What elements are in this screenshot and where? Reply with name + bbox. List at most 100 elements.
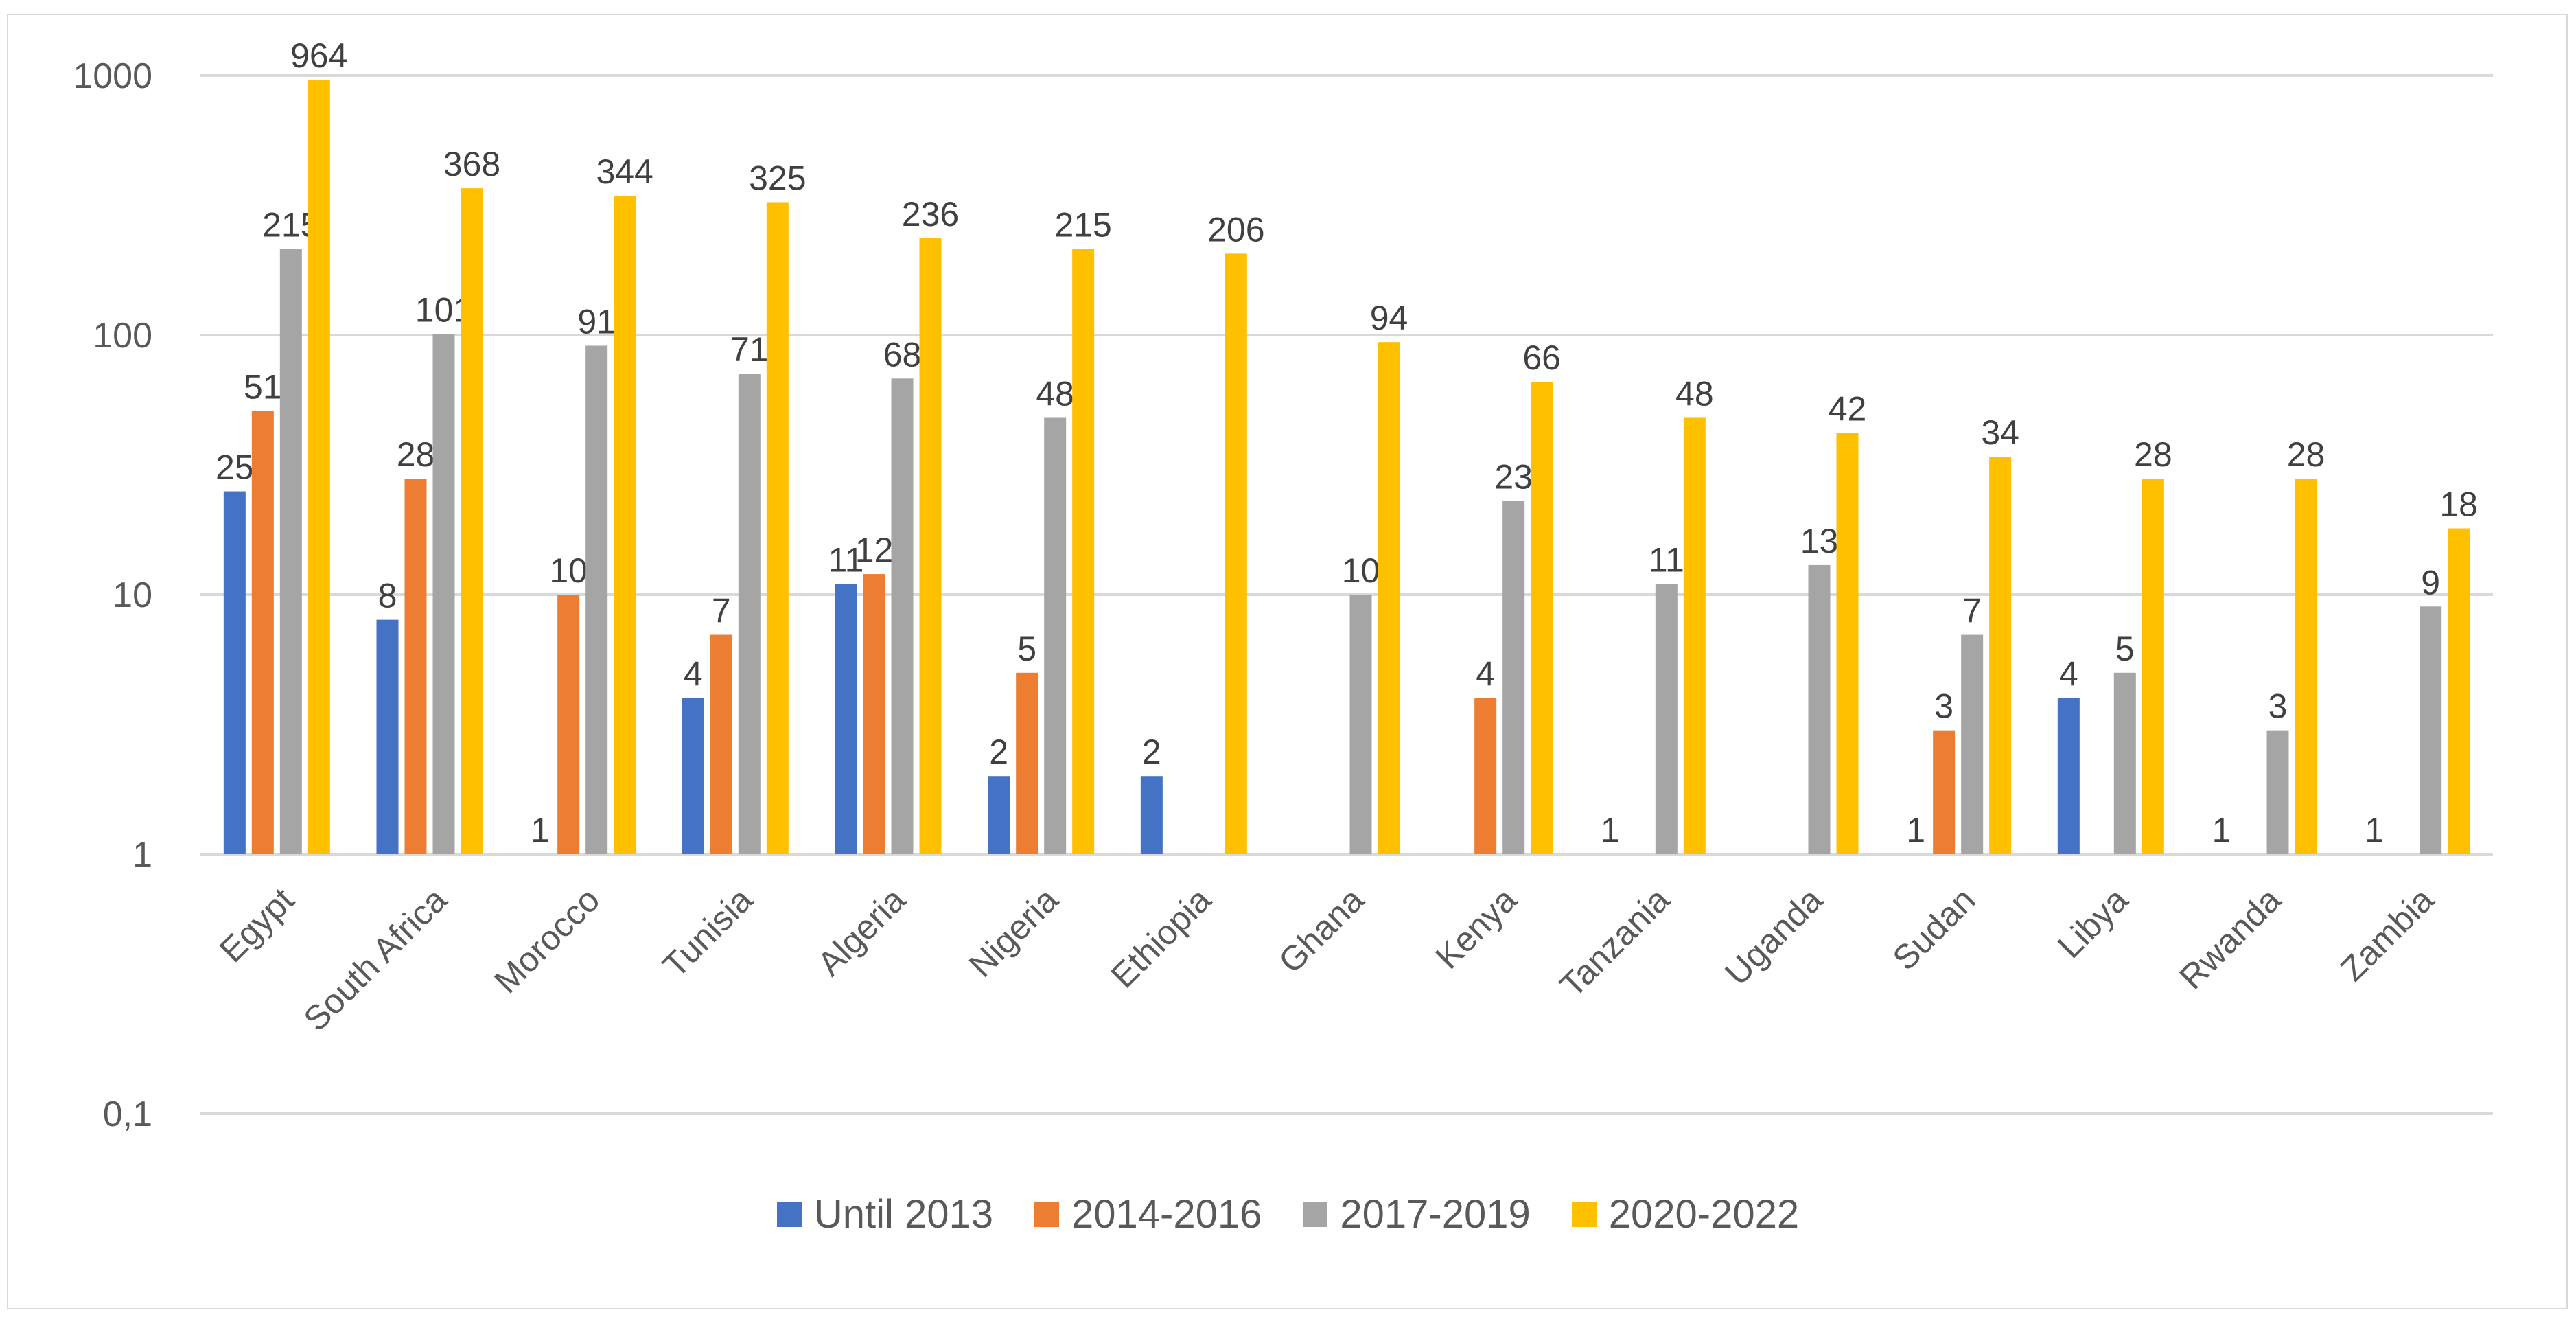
- bar: [1655, 584, 1678, 854]
- data-label: 71: [730, 330, 769, 369]
- bar: [1683, 417, 1706, 854]
- bar: [1474, 698, 1497, 854]
- data-label: 28: [2287, 435, 2325, 474]
- y-tick-label: 1000: [73, 56, 152, 96]
- data-label: 1: [531, 811, 550, 849]
- legend-item: 2020-2022: [1571, 1191, 1800, 1237]
- bar: [2420, 606, 2442, 854]
- data-label: 5: [2115, 630, 2135, 668]
- legend-item: 2014-2016: [1034, 1191, 1262, 1237]
- data-label: 42: [1829, 389, 1867, 428]
- bar: [863, 574, 885, 854]
- bar: [835, 584, 857, 854]
- legend-swatch: [1303, 1202, 1328, 1227]
- bar: [585, 345, 608, 854]
- data-label: 4: [684, 654, 703, 693]
- data-label: 325: [749, 159, 806, 198]
- bar: [1072, 249, 1095, 854]
- x-tick-label: Algeria: [810, 880, 913, 983]
- data-label: 13: [1800, 522, 1839, 560]
- data-label: 12: [855, 531, 894, 569]
- legend-swatch: [1571, 1202, 1597, 1227]
- data-label: 3: [2268, 687, 2288, 726]
- data-label: 2: [989, 733, 1008, 771]
- data-label: 215: [1054, 205, 1111, 244]
- data-label: 4: [1476, 654, 1495, 693]
- bar: [1140, 776, 1163, 854]
- bar: [2295, 478, 2317, 854]
- bar: [461, 188, 483, 855]
- data-label: 34: [1981, 413, 2019, 452]
- bar: [1961, 634, 1984, 854]
- bar: [251, 411, 274, 854]
- bar: [710, 634, 732, 854]
- x-tick-label: Rwanda: [2172, 880, 2288, 996]
- data-label: 964: [290, 36, 347, 75]
- bar: [891, 378, 914, 854]
- bar: [2266, 730, 2289, 854]
- x-tick-label: Zambia: [2333, 880, 2441, 989]
- data-label: 7: [712, 592, 731, 630]
- x-tick-label: Egypt: [212, 880, 301, 970]
- data-label: 9: [2421, 563, 2440, 601]
- bar: [1044, 417, 1067, 854]
- legend-item: Until 2013: [776, 1191, 994, 1237]
- bar: [432, 334, 455, 854]
- data-label: 94: [1370, 299, 1408, 337]
- data-label: 28: [2134, 435, 2172, 474]
- x-tick-label: Sudan: [1885, 880, 1983, 978]
- legend-label: 2014-2016: [1071, 1192, 1262, 1237]
- x-tick-label: Tanzania: [1553, 880, 1677, 1005]
- legend-swatch: [776, 1202, 802, 1227]
- legend-label: 2020-2022: [1608, 1192, 1800, 1237]
- data-label: 48: [1036, 374, 1074, 413]
- bar: [919, 238, 942, 854]
- data-label: 18: [2439, 485, 2478, 524]
- data-label: 4: [2059, 654, 2078, 693]
- bar: [2142, 478, 2164, 854]
- data-label: 25: [216, 448, 254, 487]
- bar: [279, 249, 302, 854]
- bar: [682, 698, 704, 854]
- data-label: 206: [1207, 210, 1264, 249]
- bar: [1016, 672, 1038, 854]
- y-tick-label: 0,1: [103, 1094, 152, 1134]
- data-label: 91: [577, 302, 616, 341]
- data-label: 48: [1675, 374, 1714, 413]
- legend-label: Until 2013: [813, 1192, 994, 1237]
- data-label: 10: [1342, 551, 1380, 590]
- data-label: 28: [397, 435, 435, 474]
- data-label: 23: [1494, 457, 1533, 496]
- data-label: 5: [1017, 630, 1036, 668]
- data-label: 11: [828, 540, 864, 579]
- bar: [1933, 730, 1956, 854]
- bar: [988, 776, 1010, 854]
- data-label: 2: [1142, 733, 1161, 771]
- bar: [1502, 501, 1525, 854]
- chart-legend: Until 2013 2014-2016 2017-2019 2020-2022: [0, 1191, 2576, 1237]
- data-label: 7: [1962, 592, 1982, 630]
- x-tick-label: Kenya: [1428, 880, 1524, 976]
- data-label: 11: [1649, 540, 1684, 579]
- x-tick-label: South Africa: [297, 880, 454, 1038]
- bar: [738, 374, 761, 854]
- x-tick-label: Ghana: [1271, 880, 1371, 980]
- bar: [614, 196, 636, 854]
- data-label: 1: [1906, 811, 1925, 849]
- bar: [1349, 595, 1372, 854]
- bar: [766, 202, 789, 855]
- y-tick-label: 1: [132, 835, 152, 875]
- bar: [223, 491, 246, 854]
- bar: [557, 595, 580, 854]
- bar: [1836, 433, 1859, 854]
- bar: [2057, 698, 2080, 854]
- data-label: 236: [902, 195, 959, 233]
- data-label: 368: [443, 145, 500, 183]
- data-label: 8: [378, 577, 397, 615]
- bar: [1531, 382, 1553, 854]
- data-label: 3: [1934, 687, 1953, 726]
- y-tick-label: 10: [113, 575, 152, 615]
- y-tick-label: 100: [93, 316, 152, 356]
- bar: [376, 619, 399, 854]
